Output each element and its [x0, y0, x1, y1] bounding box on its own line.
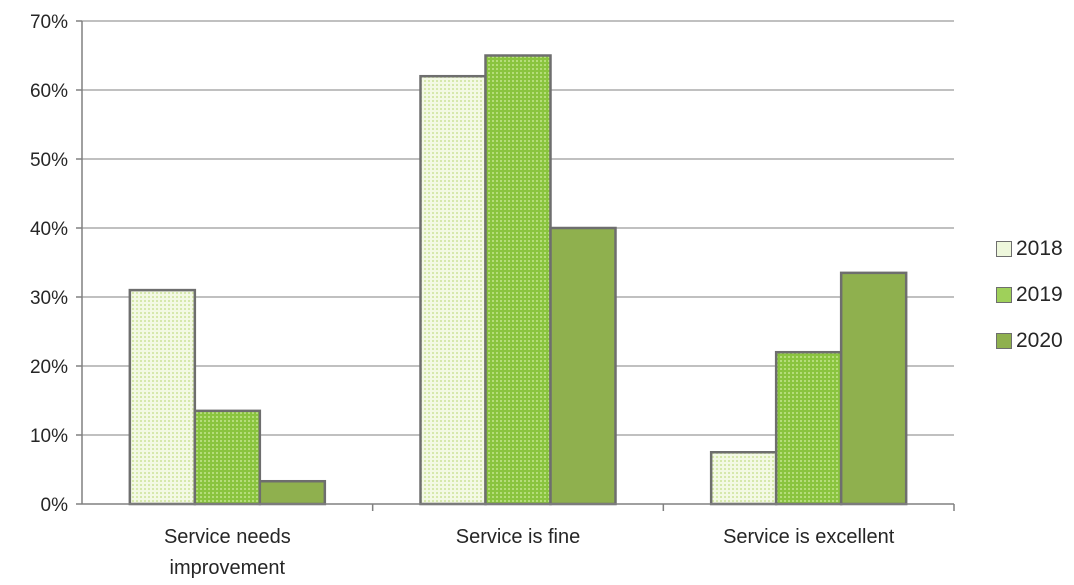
bar-2020-3 [839, 271, 908, 506]
y-tick-label: 0% [41, 495, 69, 516]
legend-swatch [996, 333, 1012, 349]
legend: 2018 2019 2020 [996, 234, 1063, 372]
y-tick-label: 60% [30, 81, 68, 102]
bars [128, 54, 908, 506]
bar-2020-1 [258, 479, 327, 506]
y-tick-label: 40% [30, 219, 68, 240]
x-tick-label: Service needs improvement [164, 526, 291, 579]
legend-item-2020: 2020 [996, 326, 1063, 356]
y-tick-label: 50% [30, 150, 68, 171]
bar-2020-2 [549, 226, 617, 506]
bar-2019-1 [193, 409, 262, 506]
legend-label: 2019 [1016, 283, 1063, 306]
bar-2019-2 [484, 54, 552, 506]
legend-swatch [996, 241, 1012, 257]
x-tick-labels: Service needs improvement Service is fine S… [164, 526, 895, 579]
axes [81, 21, 955, 511]
y-tick-label: 10% [30, 426, 68, 447]
bar-2018-3 [709, 451, 778, 506]
legend-item-2019: 2019 [996, 280, 1063, 310]
legend-label: 2018 [1016, 237, 1063, 260]
legend-item-2018: 2018 [996, 234, 1063, 264]
y-tick-labels: 0% 10% 20% 30% 40% 50% 60% 70% [30, 12, 68, 516]
x-tick-label: Service is excellent [723, 526, 895, 548]
x-tick-label: Service is fine [456, 526, 581, 548]
bar-2019-3 [774, 350, 843, 506]
legend-label: 2020 [1016, 329, 1063, 352]
y-tick-label: 20% [30, 357, 68, 378]
y-tick-label: 70% [30, 12, 68, 33]
bar-2018-1 [128, 288, 197, 506]
legend-swatch [996, 287, 1012, 303]
bar-2018-2 [419, 74, 487, 506]
y-tick-label: 30% [30, 288, 68, 309]
